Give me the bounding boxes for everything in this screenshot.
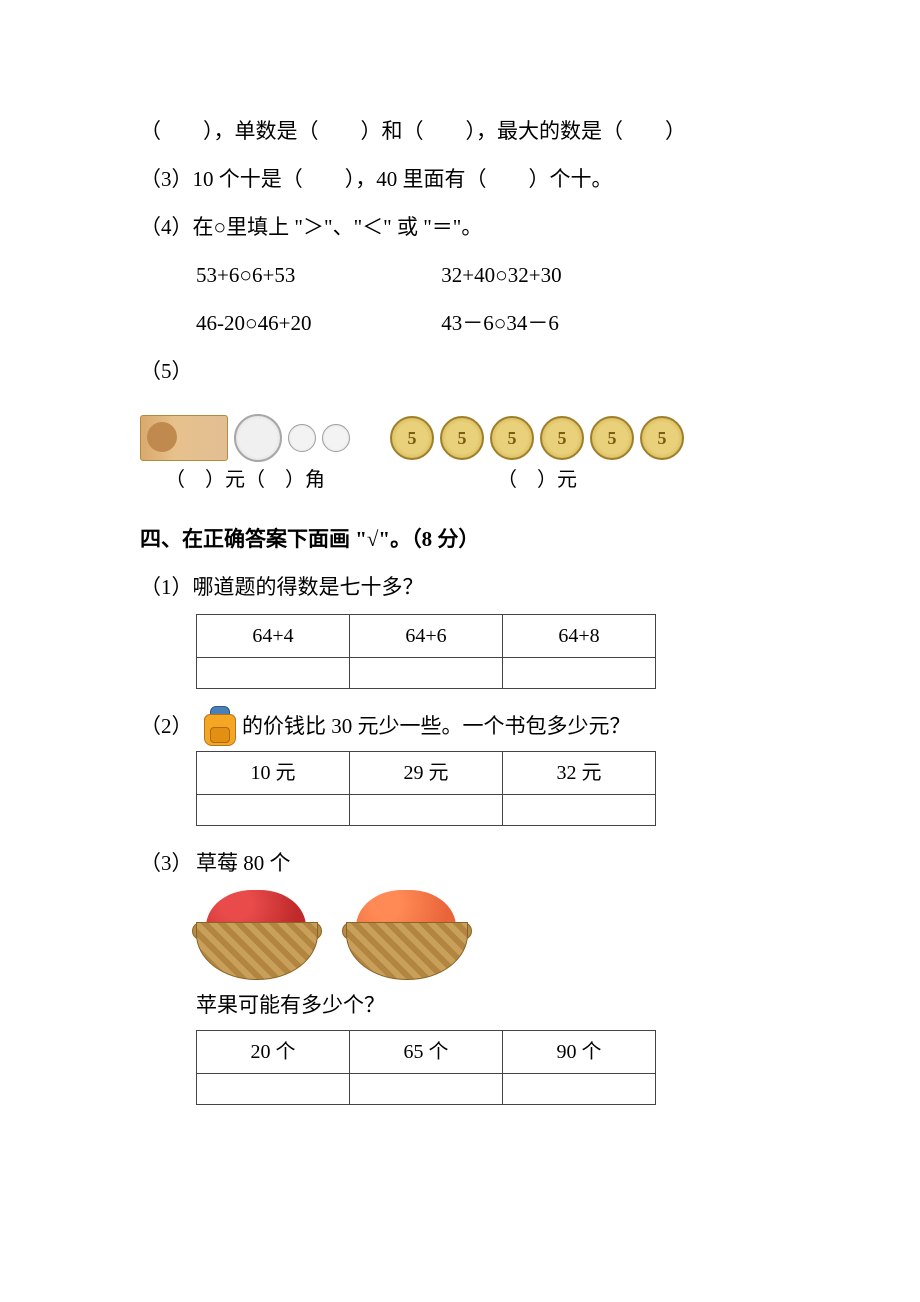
- s4q1-opt3: 64+8: [503, 615, 656, 658]
- q2-continuation: （ ），单数是（ ）和（ ），最大的数是（ ）: [140, 110, 780, 152]
- s4q2-label: （2）: [140, 705, 196, 747]
- apple-basket-icon: [346, 890, 466, 980]
- s4q3-opt2: 65 个: [350, 1031, 503, 1074]
- s4q1-prompt: （1）哪道题的得数是七十多？: [140, 566, 780, 608]
- q4-row1b: 32+40○32+30: [441, 263, 561, 287]
- coin-5jiao-icon: 5: [390, 416, 434, 460]
- q4-row2b: 43－6○34－6: [441, 311, 559, 335]
- s4q3-strawberry-caption: 草莓 80 个: [196, 842, 291, 884]
- money-group-right: 5 5 5 5 5 5 （ ）元: [390, 410, 684, 492]
- coin-5jiao-icon: 5: [540, 416, 584, 460]
- s4q2-opt2: 29 元: [350, 752, 503, 795]
- coin-5jiao-icon: 5: [440, 416, 484, 460]
- coin-1jiao-icon: [322, 424, 350, 452]
- coin-5jiao-icon: 5: [640, 416, 684, 460]
- banknote-10yuan-icon: [140, 415, 228, 461]
- coin-1jiao-icon: [288, 424, 316, 452]
- s4q3-opt3: 90 个: [503, 1031, 656, 1074]
- s4q3-header: （3） 草莓 80 个: [140, 842, 780, 884]
- q4-row1a: 53+6○6+53: [196, 254, 436, 296]
- right-caption: （ ）元: [497, 468, 577, 492]
- q4-row2a: 46-20○46+20: [196, 302, 436, 344]
- s4q3-label: （3）: [140, 842, 196, 884]
- money-group-left: （ ）元（ ）角: [140, 410, 350, 492]
- s4q2-row: （2） 的价钱比 30 元少一些。一个书包多少元？: [140, 705, 780, 747]
- coin-5jiao-icon: 5: [490, 416, 534, 460]
- q4-row1: 53+6○6+53 32+40○32+30: [140, 254, 780, 296]
- s4q2-prompt: 的价钱比 30 元少一些。一个书包多少元？: [242, 705, 631, 747]
- s4q1-opt1: 64+4: [197, 615, 350, 658]
- section4-title: 四、在正确答案下面画 "√"。（8 分）: [140, 518, 780, 560]
- q4-title: （4）在○里填上 "＞"、"＜" 或 "＝"。: [140, 206, 780, 248]
- right-currency-row: 5 5 5 5 5 5: [390, 410, 684, 466]
- worksheet-page: （ ），单数是（ ）和（ ），最大的数是（ ） （3）10 个十是（ ），40 …: [0, 0, 920, 1302]
- s4q3-opt1: 20 个: [197, 1031, 350, 1074]
- backpack-icon: [202, 706, 236, 746]
- s4q2-opt1: 10 元: [197, 752, 350, 795]
- s4q2-table: 10 元 29 元 32 元: [196, 751, 656, 826]
- s4q1-table: 64+4 64+6 64+8: [196, 614, 656, 689]
- strawberry-basket-icon: [196, 890, 316, 980]
- coin-1yuan-icon: [234, 414, 282, 462]
- coin-5jiao-icon: 5: [590, 416, 634, 460]
- s4q3-table: 20 个 65 个 90 个: [196, 1030, 656, 1105]
- s4q3-apple-question: 苹果可能有多少个？: [196, 984, 780, 1026]
- q5-money-figures: （ ）元（ ）角 5 5 5 5 5 5 （ ）元: [140, 410, 780, 492]
- left-currency-row: [140, 410, 350, 466]
- left-caption: （ ）元（ ）角: [165, 468, 325, 492]
- q4-row2: 46-20○46+20 43－6○34－6: [140, 302, 780, 344]
- q3-text: （3）10 个十是（ ），40 里面有（ ）个十。: [140, 158, 780, 200]
- s4q1-opt2: 64+6: [350, 615, 503, 658]
- s4q2-opt3: 32 元: [503, 752, 656, 795]
- s4q3-baskets: [196, 890, 780, 980]
- q5-label: （5）: [140, 350, 780, 392]
